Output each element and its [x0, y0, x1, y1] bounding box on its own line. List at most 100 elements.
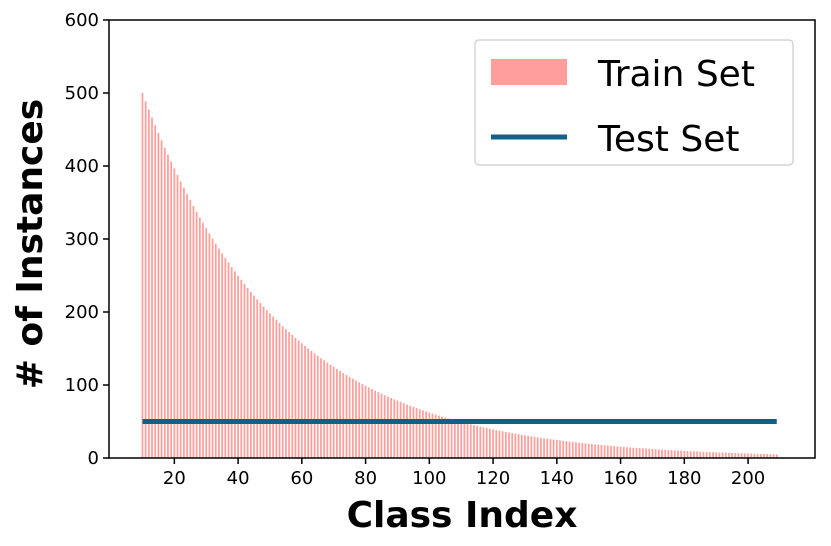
train-bar — [387, 396, 389, 458]
train-bar — [183, 187, 185, 458]
train-bar — [651, 449, 654, 458]
train-bar — [769, 454, 772, 458]
train-bar — [294, 337, 297, 458]
train-bar — [702, 451, 705, 458]
train-bar — [377, 392, 380, 458]
train-bar — [686, 451, 689, 458]
train-bar — [393, 399, 396, 458]
train-bar — [170, 161, 173, 458]
train-bar — [313, 353, 316, 458]
train-bar — [453, 420, 456, 458]
train-bar — [339, 371, 341, 458]
train-bar — [396, 400, 399, 458]
train-bar — [540, 437, 542, 458]
train-bar — [221, 253, 224, 458]
train-bar — [348, 376, 351, 458]
train-bar — [336, 369, 338, 458]
train-bar — [441, 416, 443, 458]
train-bar — [504, 431, 507, 458]
train-bar — [520, 434, 523, 458]
train-bar — [638, 448, 641, 458]
train-bar — [635, 447, 638, 458]
train-bar — [673, 450, 676, 458]
train-bar — [514, 433, 517, 458]
x-tick-label: 200 — [731, 468, 765, 489]
train-bar — [402, 403, 405, 458]
train-bar — [332, 366, 335, 458]
train-bar — [176, 175, 179, 458]
train-bar — [380, 393, 383, 458]
x-tick-label: 80 — [354, 468, 377, 489]
train-bar — [438, 415, 440, 458]
train-bar — [205, 228, 208, 458]
train-bar — [654, 449, 657, 458]
train-bar — [559, 440, 561, 458]
train-bar — [581, 443, 584, 458]
train-bar — [329, 364, 332, 458]
train-bar — [466, 423, 469, 458]
train-bar — [610, 445, 612, 458]
train-bar — [693, 451, 695, 458]
train-bar — [281, 326, 284, 458]
train-bar — [485, 428, 488, 458]
train-bar — [211, 238, 214, 458]
legend-test-label: Test Set — [597, 119, 739, 160]
train-bar — [186, 194, 188, 458]
train-bar — [756, 453, 759, 458]
train-bar — [163, 147, 166, 458]
x-tick-label: 60 — [290, 468, 313, 489]
train-bar — [699, 451, 702, 458]
train-bar — [240, 279, 243, 458]
train-bar — [734, 453, 737, 458]
train-bar — [568, 441, 571, 458]
train-bar — [763, 454, 765, 458]
train-bar — [489, 428, 491, 458]
train-bar — [444, 417, 447, 458]
train-bar — [600, 444, 603, 458]
train-bar — [269, 313, 271, 458]
train-bar — [147, 109, 150, 458]
train-bar — [275, 319, 278, 458]
y-tick-label: 500 — [65, 83, 99, 104]
train-bar — [457, 421, 459, 458]
train-bar — [667, 449, 670, 458]
train-bar — [696, 451, 698, 458]
train-bar — [677, 450, 679, 458]
train-bar — [571, 441, 574, 458]
x-tick-label: 40 — [227, 468, 250, 489]
train-bar — [562, 440, 565, 458]
train-bar — [304, 345, 306, 458]
train-bar — [412, 406, 415, 458]
train-bar — [431, 413, 434, 458]
train-bar — [511, 433, 514, 458]
train-bar — [482, 427, 485, 458]
train-bar — [680, 450, 682, 458]
train-bar — [259, 302, 262, 458]
train-bar — [622, 446, 625, 458]
train-bar — [300, 343, 303, 458]
train-bar — [533, 436, 536, 458]
train-bar — [594, 444, 596, 458]
train-bar — [629, 447, 632, 458]
train-bar — [657, 449, 660, 458]
y-axis-title: # of Instances — [10, 99, 51, 389]
train-bar — [450, 419, 453, 458]
train-bar — [179, 181, 182, 458]
x-axis-title: Class Index — [347, 495, 578, 536]
train-bar — [246, 287, 249, 458]
train-bar — [151, 117, 153, 458]
train-bar — [747, 453, 749, 458]
train-bar — [591, 444, 593, 458]
train-bar — [192, 205, 195, 458]
train-bar — [160, 140, 163, 458]
train-bar — [645, 448, 647, 458]
train-bar — [249, 291, 252, 458]
train-bar — [705, 451, 708, 458]
train-bar — [422, 410, 424, 458]
train-bar — [689, 451, 692, 458]
train-bar — [208, 233, 211, 458]
legend: Train Set Test Set — [474, 39, 794, 166]
train-bar — [530, 436, 533, 458]
train-bar — [718, 452, 721, 458]
train-bar — [428, 412, 431, 458]
